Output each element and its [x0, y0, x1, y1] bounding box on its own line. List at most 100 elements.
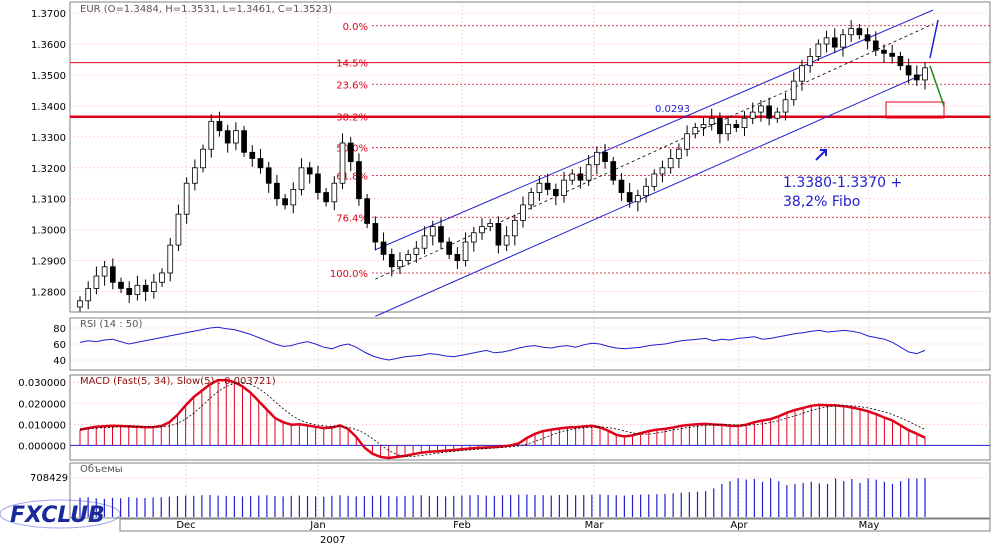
macd-label: MACD (Fast(5, 34), Slow(5) : 0.003721)	[80, 376, 276, 387]
candle-body	[495, 223, 502, 246]
candle-body	[618, 179, 625, 193]
volume-label: Объемы	[80, 464, 123, 475]
candle-body	[208, 120, 215, 150]
candle-body	[405, 254, 411, 261]
candle-body	[150, 281, 157, 292]
candle-body	[790, 80, 797, 101]
candle-body	[487, 223, 494, 227]
candle-body	[462, 241, 469, 261]
fib-level-label: 38.2%	[336, 113, 368, 124]
candle-body	[520, 204, 526, 221]
candle-body	[167, 244, 174, 274]
time-axis-frame	[119, 518, 991, 532]
candle-body	[118, 281, 124, 289]
candle-body	[470, 232, 477, 243]
price-tick-label: 1.3700	[31, 9, 66, 20]
candle-body	[823, 37, 830, 45]
candle-body	[741, 117, 748, 128]
candle-body	[774, 111, 781, 119]
main-panel	[69, 1, 991, 313]
candle-body	[421, 235, 428, 249]
candle-body	[725, 124, 731, 135]
month-label: Mar	[585, 520, 605, 531]
candles-layer	[77, 20, 928, 312]
candle-body	[479, 226, 485, 234]
macd-tick-label: 0.020000	[18, 399, 66, 410]
projection-up-arrow	[929, 19, 939, 59]
candle-body	[840, 34, 846, 48]
candle-body	[339, 142, 346, 184]
candle-body	[233, 130, 239, 144]
price-tick-label: 1.3400	[31, 102, 66, 113]
candle-body	[77, 300, 83, 308]
candle-body	[249, 151, 256, 159]
candle-body	[684, 133, 690, 150]
candle-body	[692, 127, 699, 135]
channel-lower-line	[375, 72, 926, 317]
candle-body	[749, 111, 756, 119]
candle-body	[807, 56, 813, 67]
candle-body	[503, 235, 510, 246]
candle-body	[446, 241, 453, 255]
month-label: Jan	[309, 520, 325, 531]
rsi-layer	[79, 326, 926, 361]
candle-body	[717, 117, 723, 135]
candle-body	[101, 266, 108, 277]
candle-body	[602, 151, 608, 162]
annotation-arrow-icon	[815, 149, 827, 161]
candle-body	[397, 260, 403, 268]
price-tick-label: 1.3300	[31, 133, 66, 144]
candle-body	[298, 167, 305, 190]
trend-channel-layer	[375, 9, 934, 317]
channel-mid-line	[375, 23, 934, 280]
candle-body	[881, 49, 887, 54]
price-tick-label: 1.3600	[31, 40, 66, 51]
candle-body	[848, 28, 855, 36]
annotation-line1: 1.3380-1.3370 +	[783, 175, 902, 191]
fib-level-label: 100.0%	[330, 269, 368, 280]
macd-signal-line	[79, 382, 926, 457]
candle-body	[643, 185, 649, 197]
candle-body	[85, 288, 92, 302]
rsi-label: RSI (14 : 50)	[80, 319, 143, 330]
candle-body	[889, 52, 896, 57]
price-tick-label: 1.3100	[31, 195, 66, 206]
price-info-label: EUR (O=1.3484, H=1.3531, L=1.3461, C=1.3…	[80, 4, 332, 15]
fib-level-label: 14.5%	[336, 59, 368, 70]
candle-body	[782, 99, 789, 113]
candle-body	[282, 198, 288, 206]
candle-body	[438, 226, 444, 243]
candle-body	[429, 226, 436, 237]
month-label: Dec	[176, 520, 195, 531]
month-label: Apr	[730, 520, 748, 531]
candle-body	[667, 158, 674, 169]
candle-body	[872, 40, 879, 51]
target-zone-box	[885, 101, 945, 119]
candle-body	[364, 198, 370, 224]
candle-body	[905, 65, 912, 76]
candle-body	[142, 284, 149, 292]
candle-body	[651, 173, 658, 187]
macd-tick-label: 0.010000	[18, 420, 66, 431]
candle-body	[274, 182, 280, 200]
fib-level-label: 0.0%	[343, 22, 368, 33]
candle-body	[552, 189, 559, 197]
candle-body	[922, 67, 928, 81]
macd-layer	[70, 378, 990, 460]
fxclub-logo: FXCLUB	[0, 499, 121, 529]
candle-body	[347, 142, 354, 162]
candle-body	[413, 247, 420, 255]
candle-body	[585, 164, 592, 181]
candle-body	[815, 43, 822, 57]
candle-body	[700, 124, 707, 128]
month-label: May	[859, 520, 880, 531]
macd-outline	[79, 378, 926, 460]
candle-body	[758, 105, 764, 113]
candle-body	[323, 192, 329, 203]
candle-body	[511, 219, 518, 237]
candle-body	[610, 161, 617, 181]
candle-body	[192, 167, 198, 184]
candle-body	[561, 179, 567, 197]
fib-level-label: 61.8%	[336, 172, 368, 183]
